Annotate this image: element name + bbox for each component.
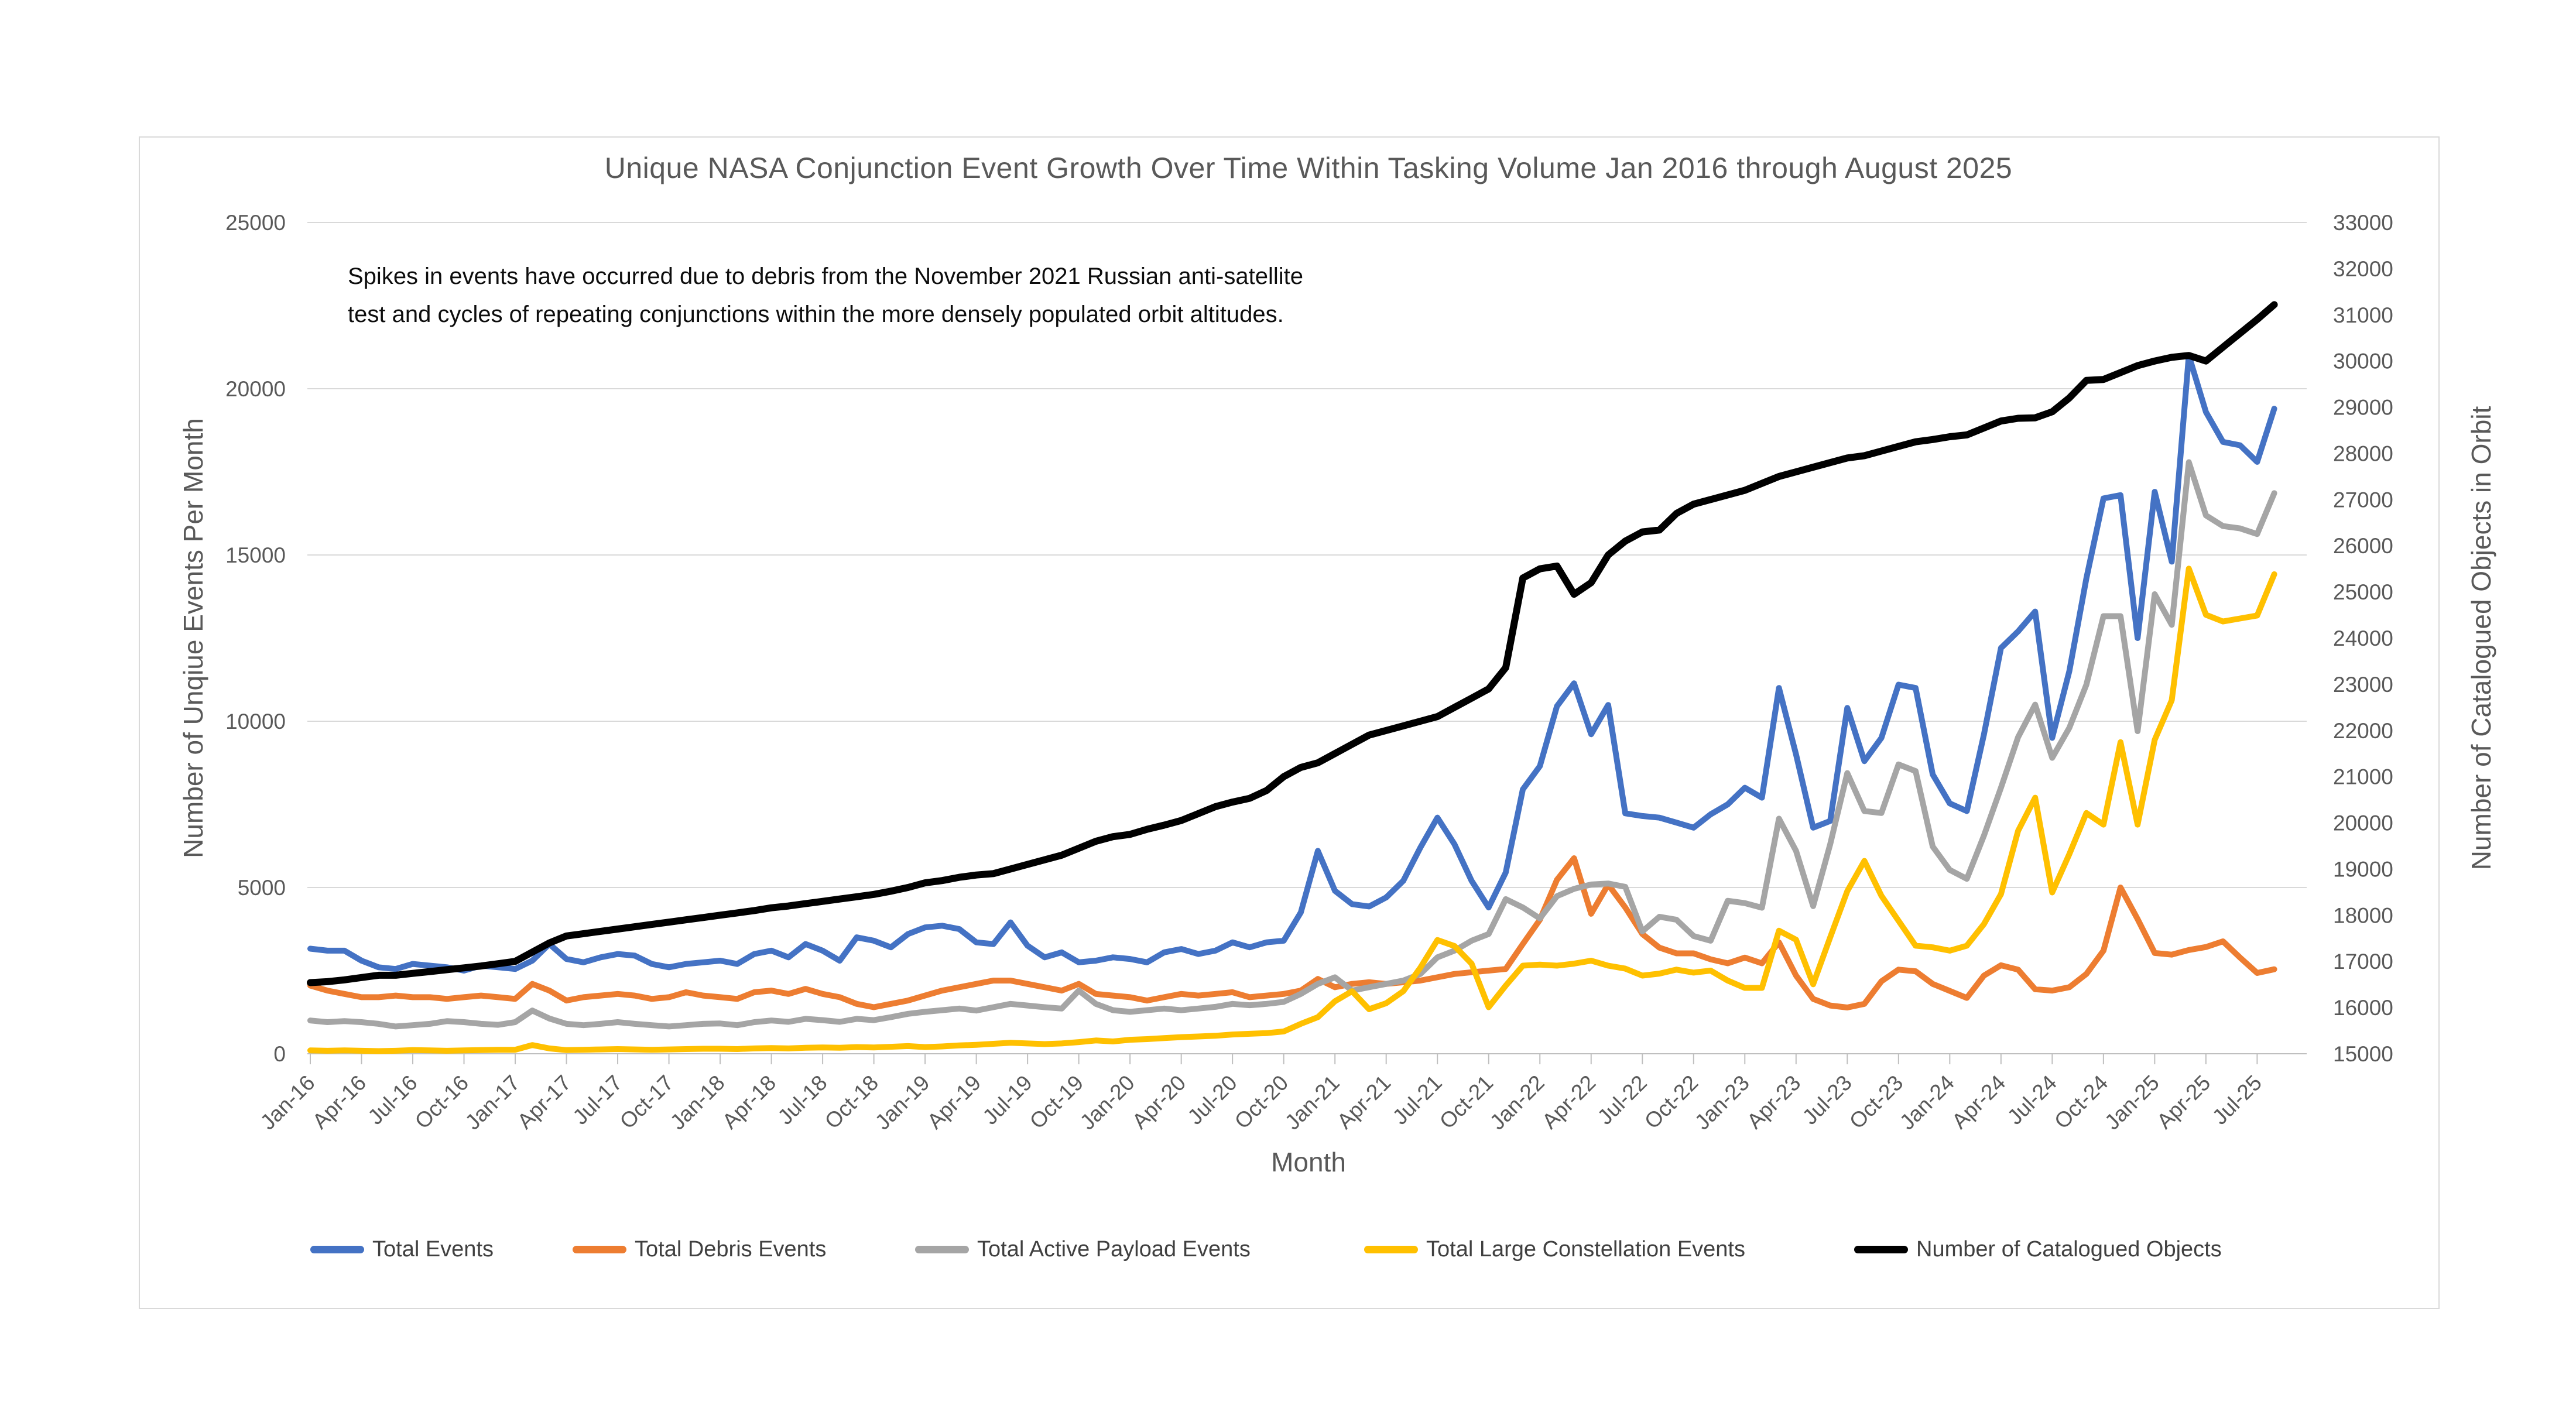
y-right-tick-label: 20000	[2333, 811, 2393, 835]
x-tick-label: Jan-24	[1895, 1071, 1959, 1135]
series-line-number-of-catalogued-objects	[307, 301, 2278, 986]
x-tick-label: Jan-18	[666, 1071, 729, 1135]
series-line-total-large-constellation-events	[307, 566, 2277, 1054]
y-right-tick-label: 25000	[2333, 580, 2393, 604]
y-left-tick-label: 5000	[238, 876, 286, 900]
legend-label: Total Active Payload Events	[977, 1236, 1251, 1262]
x-tick-label: Jul-25	[2208, 1071, 2266, 1129]
x-tick-label: Jan-22	[1485, 1071, 1549, 1135]
x-tick-label: Apr-22	[1537, 1071, 1601, 1134]
series-line-total-events	[307, 352, 2277, 974]
x-tick-label: Apr-17	[513, 1071, 576, 1134]
annotation-line-2: test and cycles of repeating conjunction…	[348, 301, 1284, 327]
y-right-tick-label: 17000	[2333, 950, 2393, 974]
x-tick-label: Oct-18	[820, 1071, 883, 1134]
x-tick-label: Jan-25	[2100, 1071, 2164, 1135]
y-right-tick-label: 18000	[2333, 903, 2393, 927]
x-tick-label: Jan-17	[461, 1071, 525, 1135]
x-tick-label: Apr-19	[923, 1071, 986, 1134]
x-tick-label: Oct-23	[1845, 1071, 1908, 1134]
y-right-tick-label: 16000	[2333, 996, 2393, 1020]
legend-marker-icon	[915, 1245, 969, 1253]
legend-item-total-large-constellation-events: Total Large Constellation Events	[1364, 1234, 1745, 1264]
legend-marker-icon	[1364, 1245, 1418, 1253]
y-right-tick-label: 28000	[2333, 441, 2393, 465]
x-tick-label: Jan-20	[1075, 1071, 1139, 1135]
x-tick-label: Oct-24	[2050, 1071, 2113, 1134]
x-tick-label: Jan-19	[871, 1071, 934, 1135]
x-tick-label: Oct-22	[1640, 1071, 1703, 1134]
y-left-tick-label: 20000	[225, 377, 286, 401]
legend-label: Total Events	[372, 1236, 494, 1262]
y-right-tick-label: 23000	[2333, 673, 2393, 697]
x-tick-label: Oct-19	[1025, 1071, 1088, 1134]
legend-marker-icon	[573, 1245, 626, 1253]
x-tick-label: Jan-23	[1690, 1071, 1754, 1135]
y-right-tick-label: 24000	[2333, 626, 2393, 650]
y-right-tick-label: 15000	[2333, 1042, 2393, 1066]
y-right-tick-label: 30000	[2333, 349, 2393, 373]
legend-marker-icon	[1854, 1245, 1908, 1253]
y-right-axis-title: Number of Catalogued Objects in Orbit	[2466, 406, 2496, 871]
x-tick-label: Oct-16	[410, 1071, 474, 1134]
x-tick-label: Jul-17	[568, 1071, 626, 1129]
x-tick-label: Apr-24	[1947, 1071, 2010, 1134]
x-tick-label: Oct-17	[615, 1071, 679, 1134]
y-left-tick-label: 25000	[225, 211, 286, 235]
legend-item-total-active-payload-events: Total Active Payload Events	[915, 1234, 1251, 1264]
x-tick-label: Jul-16	[363, 1071, 422, 1129]
x-tick-label: Apr-23	[1742, 1071, 1806, 1134]
x-tick-label: Jul-19	[978, 1071, 1037, 1129]
x-tick-label: Jul-24	[2003, 1071, 2061, 1129]
y-right-tick-label: 19000	[2333, 857, 2393, 881]
series-line-total-debris-events	[307, 855, 2277, 1010]
y-right-tick-label: 32000	[2333, 257, 2393, 281]
y-right-tick-label: 29000	[2333, 396, 2393, 420]
y-left-axis-title: Number of Unqiue Events Per Month	[178, 418, 208, 858]
y-right-tick-label: 22000	[2333, 719, 2393, 743]
legend-item-total-debris-events: Total Debris Events	[573, 1234, 826, 1264]
x-tick-label: Jul-23	[1798, 1071, 1856, 1129]
x-tick-label: Oct-20	[1230, 1071, 1293, 1134]
x-tick-label: Apr-21	[1332, 1071, 1396, 1134]
x-tick-label: Oct-21	[1435, 1071, 1498, 1134]
y-left-tick-label: 15000	[225, 543, 286, 567]
x-tick-label: Jul-20	[1183, 1071, 1242, 1129]
legend-item-total-events: Total Events	[310, 1234, 494, 1264]
legend-item-number-of-catalogued-objects: Number of Catalogued Objects	[1854, 1234, 2222, 1264]
y-right-tick-label: 33000	[2333, 211, 2393, 235]
annotation-line-1: Spikes in events have occurred due to de…	[348, 263, 1303, 289]
y-right-tick-label: 26000	[2333, 534, 2393, 558]
y-left-tick-label: 0	[273, 1042, 286, 1066]
chart-title: Unique NASA Conjunction Event Growth Ove…	[604, 152, 2013, 184]
x-tick-label: Apr-20	[1128, 1071, 1191, 1134]
x-tick-label: Apr-16	[308, 1071, 371, 1134]
x-tick-label: Jan-16	[256, 1071, 320, 1135]
legend-label: Total Large Constellation Events	[1426, 1236, 1745, 1262]
chart-annotation: Spikes in events have occurred due to de…	[348, 258, 1303, 334]
x-tick-label: Apr-25	[2152, 1071, 2215, 1134]
y-right-tick-label: 21000	[2333, 765, 2393, 789]
series-line-total-active-payload-events	[307, 459, 2277, 1030]
legend-label: Number of Catalogued Objects	[1916, 1236, 2222, 1262]
y-right-tick-label: 31000	[2333, 303, 2393, 327]
legend-marker-icon	[310, 1245, 364, 1253]
x-tick-label: Jul-18	[773, 1071, 832, 1129]
y-left-tick-label: 10000	[225, 710, 286, 734]
chart-legend: Total Events Total Debris Events Total Act…	[0, 1234, 2576, 1269]
x-tick-label: Jul-21	[1388, 1071, 1447, 1129]
x-tick-label: Apr-18	[718, 1071, 781, 1134]
x-tick-label: Jan-21	[1280, 1071, 1344, 1135]
legend-label: Total Debris Events	[635, 1236, 827, 1262]
x-tick-label: Jul-22	[1593, 1071, 1652, 1129]
y-right-tick-label: 27000	[2333, 488, 2393, 512]
x-axis-title: Month	[1271, 1147, 1346, 1177]
